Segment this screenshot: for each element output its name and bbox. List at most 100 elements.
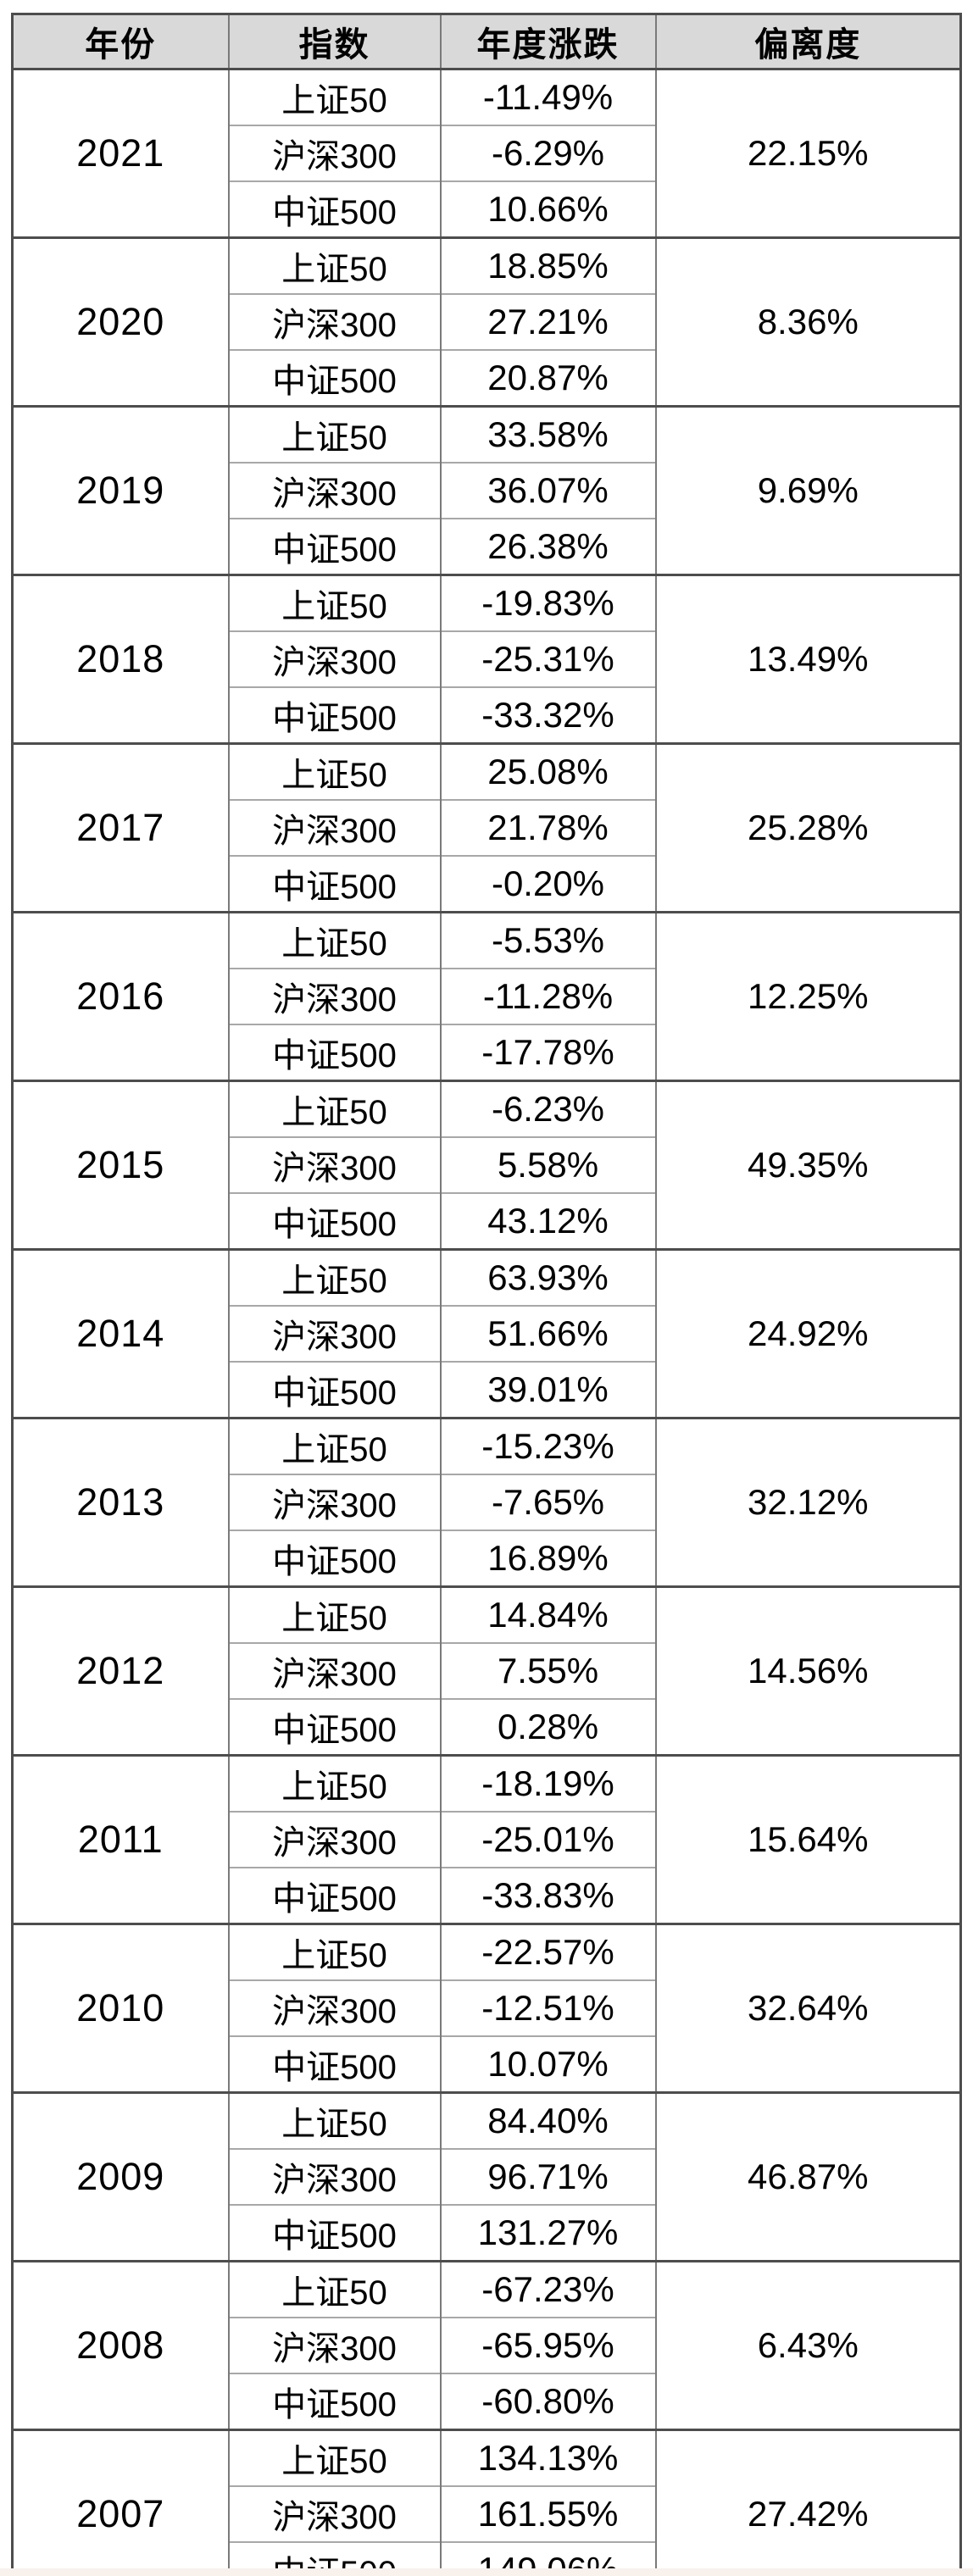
index-row: 2012 上证50 14.84% 14.56%: [11, 1585, 962, 1756]
annual-change-cell: 10.07%: [439, 2035, 657, 2093]
index-name-cell: 沪深300: [227, 1305, 442, 1362]
annual-change-cell: -12.51%: [439, 1979, 657, 2036]
index-name-cell: 中证500: [227, 1530, 442, 1587]
index-name-cell: 上证50: [227, 911, 442, 969]
index-name-cell: 沪深300: [227, 293, 442, 350]
index-name-cell: 中证500: [227, 1192, 442, 1250]
deviation-cell: 6.43%: [654, 2260, 962, 2430]
annual-change-cell: 36.07%: [439, 462, 657, 519]
index-row: 沪深300 21.78%: [13, 799, 961, 856]
annual-change-cell: -33.83%: [439, 1867, 657, 1924]
annual-change-cell: 20.87%: [439, 349, 657, 407]
index-row: 沪深300 51.66%: [13, 1305, 961, 1362]
index-row: 2007 上证50 134.13% 27.42%: [11, 2429, 962, 2576]
index-name-cell: 中证500: [227, 686, 442, 744]
index-row: 沪深300 -25.31%: [13, 630, 961, 687]
annual-change-cell: -7.65%: [439, 1474, 657, 1530]
annual-change-cell: 26.38%: [439, 518, 657, 575]
deviation-cell: 22.15%: [654, 68, 962, 238]
year-cell: 2008: [11, 2260, 230, 2430]
annual-change-cell: -11.28%: [439, 968, 657, 1024]
bottom-strip: [0, 2568, 973, 2576]
index-row: 2015 上证50 -6.23% 49.35%: [11, 1080, 962, 1250]
index-row: 沪深300 96.71%: [13, 2148, 961, 2205]
year-cell: 2021: [11, 68, 230, 238]
deviation-cell: 49.35%: [654, 1080, 962, 1250]
annual-change-cell: 63.93%: [439, 1248, 657, 1306]
header-cell-annual-change: 年度涨跌: [439, 13, 657, 70]
deviation-cell: 9.69%: [654, 405, 962, 575]
index-row: 沪深300 7.55%: [13, 1642, 961, 1699]
index-name-cell: 沪深300: [227, 2148, 442, 2205]
annual-change-cell: -6.23%: [439, 1080, 657, 1137]
index-name-cell: 上证50: [227, 742, 442, 800]
index-row: 沪深300 -65.95%: [13, 2317, 961, 2373]
deviation-table: 年份 指数 年度涨跌 偏离度 2021 上证50 -11.49% 22.15% 沪深30…: [11, 13, 962, 2576]
annual-change-cell: -33.32%: [439, 686, 657, 744]
index-row: 2021 上证50 -11.49% 22.15%: [11, 68, 962, 238]
annual-change-cell: -18.19%: [439, 1754, 657, 1812]
annual-change-cell: 51.66%: [439, 1305, 657, 1362]
index-row: 2017 上证50 25.08% 25.28%: [11, 742, 962, 913]
index-row: 2014 上证50 63.93% 24.92%: [11, 1248, 962, 1418]
index-name-cell: 上证50: [227, 1923, 442, 1980]
index-name-cell: 上证50: [227, 2260, 442, 2318]
index-name-cell: 上证50: [227, 405, 442, 463]
deviation-cell: 46.87%: [654, 2091, 962, 2262]
index-row: 沪深300 -11.28%: [13, 968, 961, 1024]
annual-change-cell: -15.23%: [439, 1417, 657, 1474]
year-cell: 2007: [11, 2429, 230, 2576]
year-cell: 2014: [11, 1248, 230, 1418]
annual-change-cell: 10.66%: [439, 180, 657, 238]
deviation-cell: 14.56%: [654, 1585, 962, 1756]
annual-change-cell: -11.49%: [439, 68, 657, 125]
table-body: 2021 上证50 -11.49% 22.15% 沪深300 -6.29% 中证500 10.…: [11, 68, 962, 2576]
annual-change-cell: 39.01%: [439, 1361, 657, 1418]
index-name-cell: 沪深300: [227, 462, 442, 519]
index-name-cell: 中证500: [227, 1867, 442, 1924]
year-cell: 2015: [11, 1080, 230, 1250]
index-name-cell: 上证50: [227, 1248, 442, 1306]
index-name-cell: 沪深300: [227, 1474, 442, 1530]
year-cell: 2010: [11, 1923, 230, 2093]
deviation-cell: 8.36%: [654, 236, 962, 407]
year-cell: 2011: [11, 1754, 230, 1924]
annual-change-cell: -6.29%: [439, 125, 657, 181]
annual-change-cell: 161.55%: [439, 2485, 657, 2542]
annual-change-cell: 27.21%: [439, 293, 657, 350]
year-cell: 2016: [11, 911, 230, 1081]
index-name-cell: 上证50: [227, 1585, 442, 1643]
index-row: 沪深300 27.21%: [13, 293, 961, 350]
index-name-cell: 沪深300: [227, 630, 442, 687]
annual-change-cell: -5.53%: [439, 911, 657, 969]
year-cell: 2017: [11, 742, 230, 913]
index-row: 2013 上证50 -15.23% 32.12%: [11, 1417, 962, 1587]
index-row: 中证500 16.89%: [13, 1530, 961, 1587]
index-row: 2011 上证50 -18.19% 15.64%: [11, 1754, 962, 1924]
index-name-cell: 中证500: [227, 2373, 442, 2430]
annual-change-cell: 25.08%: [439, 742, 657, 800]
annual-change-cell: 14.84%: [439, 1585, 657, 1643]
annual-change-cell: -19.83%: [439, 574, 657, 631]
index-row: 沪深300 5.58%: [13, 1136, 961, 1193]
index-name-cell: 中证500: [227, 2035, 442, 2093]
annual-change-cell: -67.23%: [439, 2260, 657, 2318]
header-cell-index: 指数: [227, 13, 442, 70]
index-name-cell: 上证50: [227, 236, 442, 294]
annual-change-cell: 33.58%: [439, 405, 657, 463]
index-name-cell: 沪深300: [227, 1811, 442, 1868]
index-name-cell: 沪深300: [227, 968, 442, 1024]
index-row: 中证500 131.27%: [13, 2204, 961, 2262]
year-cell: 2020: [11, 236, 230, 407]
annual-change-cell: 18.85%: [439, 236, 657, 294]
index-row: 沪深300 161.55%: [13, 2485, 961, 2542]
year-cell: 2018: [11, 574, 230, 744]
annual-change-cell: 0.28%: [439, 1698, 657, 1756]
index-name-cell: 上证50: [227, 1754, 442, 1812]
index-name-cell: 上证50: [227, 2429, 442, 2486]
index-name-cell: 上证50: [227, 68, 442, 125]
index-row: 中证500 -33.32%: [13, 686, 961, 744]
index-name-cell: 沪深300: [227, 1136, 442, 1193]
index-row: 2020 上证50 18.85% 8.36%: [11, 236, 962, 407]
